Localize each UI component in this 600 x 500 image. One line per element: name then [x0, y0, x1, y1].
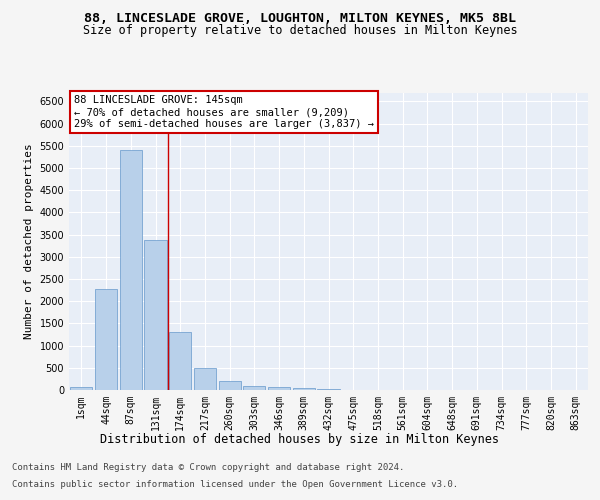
- Text: Contains public sector information licensed under the Open Government Licence v3: Contains public sector information licen…: [12, 480, 458, 489]
- Text: 88, LINCESLADE GROVE, LOUGHTON, MILTON KEYNES, MK5 8BL: 88, LINCESLADE GROVE, LOUGHTON, MILTON K…: [84, 12, 516, 26]
- Bar: [194, 368, 216, 390]
- Bar: [243, 386, 265, 390]
- Bar: [119, 150, 142, 390]
- Bar: [317, 388, 340, 390]
- Bar: [293, 388, 315, 390]
- Text: Size of property relative to detached houses in Milton Keynes: Size of property relative to detached ho…: [83, 24, 517, 37]
- Bar: [70, 386, 92, 390]
- Bar: [95, 289, 117, 390]
- Text: Contains HM Land Registry data © Crown copyright and database right 2024.: Contains HM Land Registry data © Crown c…: [12, 464, 404, 472]
- Bar: [218, 381, 241, 390]
- Text: 88 LINCESLADE GROVE: 145sqm
← 70% of detached houses are smaller (9,209)
29% of : 88 LINCESLADE GROVE: 145sqm ← 70% of det…: [74, 96, 374, 128]
- Bar: [145, 240, 167, 390]
- Y-axis label: Number of detached properties: Number of detached properties: [24, 144, 34, 339]
- Bar: [268, 388, 290, 390]
- Bar: [169, 332, 191, 390]
- Text: Distribution of detached houses by size in Milton Keynes: Distribution of detached houses by size …: [101, 432, 499, 446]
